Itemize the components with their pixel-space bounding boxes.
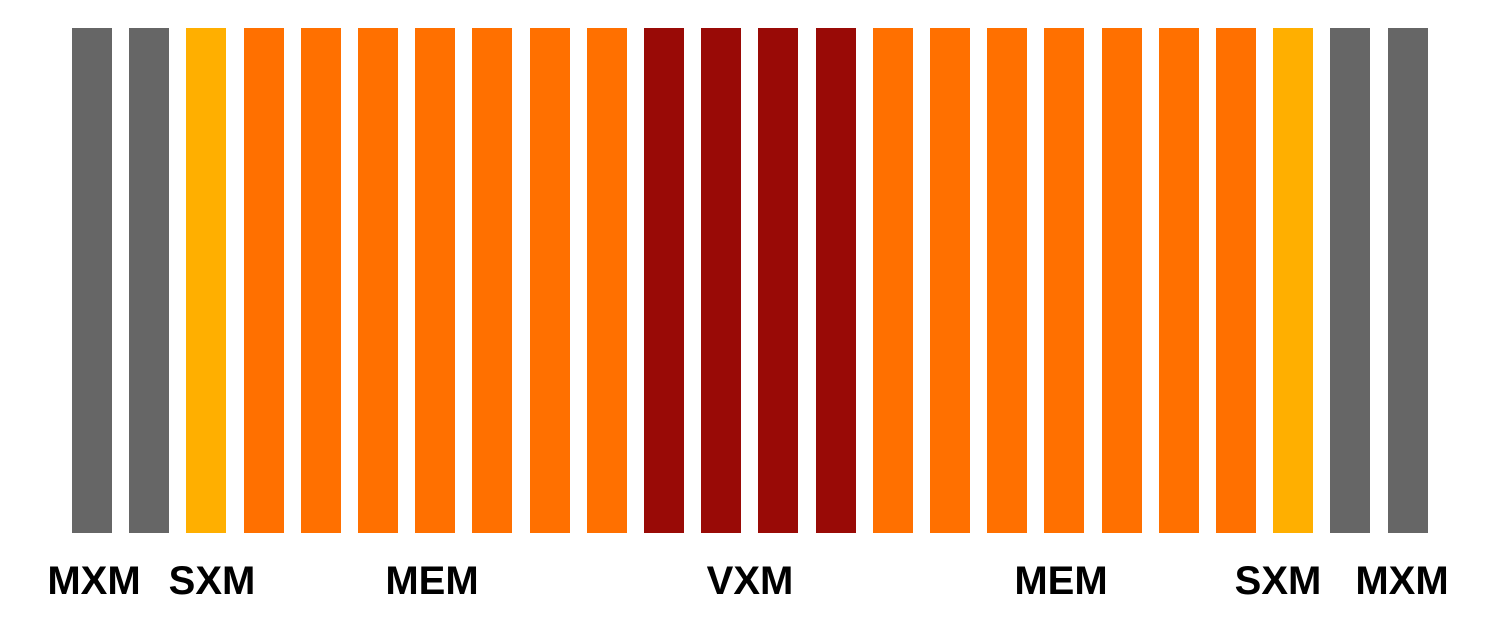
bar-vxm-11 — [644, 28, 684, 533]
label-mem-left: MEM — [385, 559, 479, 603]
bar-vxm-12 — [701, 28, 741, 533]
bar-vxm-14 — [816, 28, 856, 533]
bar-sxm-22 — [1273, 28, 1313, 533]
bar-mem-15 — [873, 28, 913, 533]
bar-mxm-1 — [72, 28, 112, 533]
bar-mem-18 — [1044, 28, 1084, 533]
bar-mem-5 — [301, 28, 341, 533]
bar-mem-7 — [415, 28, 455, 533]
bar-mem-4 — [244, 28, 284, 533]
bar-mxm-24 — [1388, 28, 1428, 533]
bar-mem-16 — [930, 28, 970, 533]
label-vxm: VXM — [706, 559, 794, 603]
bar-mem-17 — [987, 28, 1027, 533]
bar-mem-8 — [472, 28, 512, 533]
label-mxm-left: MXM — [47, 559, 141, 603]
bar-mxm-23 — [1330, 28, 1370, 533]
label-mem-right: MEM — [1014, 559, 1108, 603]
bar-mem-19 — [1102, 28, 1142, 533]
label-sxm-left: SXM — [168, 559, 256, 603]
bar-mem-6 — [358, 28, 398, 533]
bar-vxm-13 — [758, 28, 798, 533]
bar-mem-10 — [587, 28, 627, 533]
label-mxm-right: MXM — [1355, 559, 1449, 603]
bar-mem-21 — [1216, 28, 1256, 533]
bar-sxm-3 — [186, 28, 226, 533]
label-sxm-right: SXM — [1234, 559, 1322, 603]
bar-mem-20 — [1159, 28, 1199, 533]
bar-mem-9 — [530, 28, 570, 533]
bar-mxm-2 — [129, 28, 169, 533]
